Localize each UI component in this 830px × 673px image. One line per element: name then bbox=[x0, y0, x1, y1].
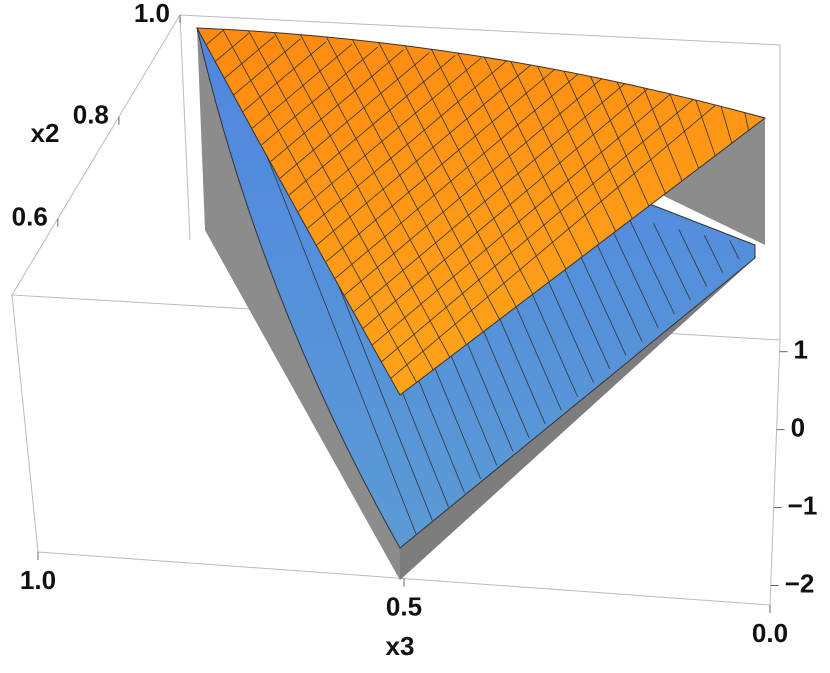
x2-tick-label: 0.8 bbox=[73, 100, 109, 130]
upper-surface bbox=[196, 27, 767, 396]
mesh-line bbox=[372, 79, 688, 346]
mesh-line bbox=[233, 38, 301, 96]
mesh-line bbox=[252, 44, 353, 129]
mesh-line bbox=[362, 76, 662, 329]
mesh-line bbox=[222, 29, 417, 383]
z-tick-label: 0 bbox=[791, 413, 805, 443]
mesh-line bbox=[627, 216, 675, 315]
mesh-line bbox=[325, 36, 484, 333]
z-tick-label: −2 bbox=[785, 568, 815, 598]
mesh-line bbox=[532, 56, 617, 232]
z-tick-label: 1 bbox=[794, 335, 808, 365]
mesh-line bbox=[678, 229, 707, 287]
mesh-line bbox=[377, 40, 517, 308]
mesh-line bbox=[289, 54, 456, 196]
mesh-line bbox=[506, 53, 600, 245]
mesh-line bbox=[325, 65, 559, 262]
mesh-line bbox=[224, 35, 275, 79]
upper-mesh bbox=[205, 29, 749, 383]
mesh-line bbox=[390, 84, 740, 379]
mesh-line bbox=[261, 46, 378, 146]
z-tick-label: −1 bbox=[788, 490, 818, 520]
x3-tick-label: 0.5 bbox=[386, 591, 422, 621]
mesh-line bbox=[242, 41, 327, 112]
mesh-line bbox=[270, 49, 404, 162]
mesh-line bbox=[298, 57, 482, 212]
mesh-line bbox=[279, 52, 430, 179]
x3-tick-label: 1.0 bbox=[20, 565, 56, 595]
mesh-line bbox=[454, 47, 567, 270]
left-wall bbox=[197, 28, 400, 580]
mesh-line bbox=[307, 60, 508, 229]
x3-tick-label: 0.0 bbox=[752, 618, 788, 648]
mesh-line bbox=[316, 63, 533, 246]
mesh-line bbox=[480, 50, 583, 257]
mesh-line bbox=[583, 62, 650, 207]
x2-tick-label: 0.6 bbox=[12, 202, 48, 232]
mesh-line bbox=[609, 65, 666, 194]
x2-axis-label: x2 bbox=[31, 118, 60, 148]
mesh-line bbox=[558, 59, 633, 219]
mesh-line bbox=[703, 235, 724, 273]
mesh-line bbox=[381, 82, 714, 362]
x2-tick-label: 1.0 bbox=[134, 0, 170, 28]
mesh-line bbox=[653, 223, 691, 301]
mesh-line bbox=[335, 68, 585, 279]
mesh-line bbox=[215, 33, 249, 62]
mesh-line bbox=[274, 32, 451, 358]
mesh-line bbox=[344, 71, 611, 296]
mesh-line bbox=[351, 38, 500, 320]
x3-axis-label: x3 bbox=[386, 631, 415, 661]
mesh-line bbox=[353, 74, 637, 312]
axes: 1.0 0.8 0.6 x2 1.0 0.5 0.0 x3 1 0 −1 −2 bbox=[12, 0, 818, 661]
mesh-line bbox=[205, 30, 224, 45]
mesh-line bbox=[729, 240, 740, 259]
